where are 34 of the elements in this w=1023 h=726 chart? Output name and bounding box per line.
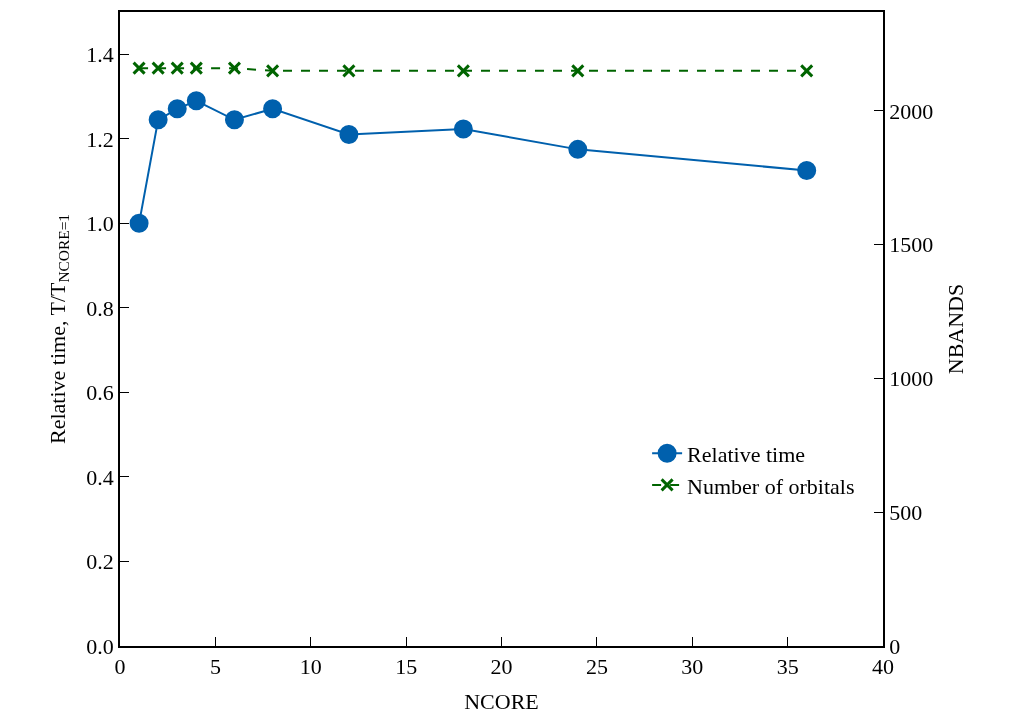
y-tick-label: 0.0 [86,633,114,659]
point [453,119,473,139]
x-axis-title: NCORE [464,688,539,714]
y2-axis-title: NBANDS [942,283,968,375]
y-tick-label: 0.8 [86,295,114,321]
point [224,110,244,130]
point [263,99,283,119]
point [167,99,187,119]
legend-label: Number of orbitals [687,473,855,499]
x-tick-label: 15 [395,654,418,680]
y2-tick-label: 1000 [889,366,934,392]
x-tick-label: 0 [114,654,126,680]
point [339,125,359,145]
point [186,91,206,111]
x-tick-label: 20 [490,654,513,680]
point [129,213,149,233]
y-tick-label: 0.4 [86,464,114,490]
x-tick-label: 5 [209,654,221,680]
x-tick-label: 35 [776,654,799,680]
y-tick-label: 1.4 [86,41,114,67]
y2-tick-label: 1500 [889,232,934,258]
y-tick-label: 1.2 [86,126,114,152]
legend-label: Relative time [687,441,806,467]
x-tick-label: 30 [681,654,704,680]
y2-tick-label: 500 [889,499,923,525]
y-tick-label: 0.2 [86,549,114,575]
y-tick-label: 0.6 [86,380,114,406]
point [148,110,168,130]
point [797,161,817,180]
x-tick-label: 10 [299,654,322,680]
y2-tick-label: 2000 [889,98,934,124]
point [568,139,588,159]
x-tick-label: 25 [585,654,608,680]
y-tick-label: 1.0 [86,211,114,237]
